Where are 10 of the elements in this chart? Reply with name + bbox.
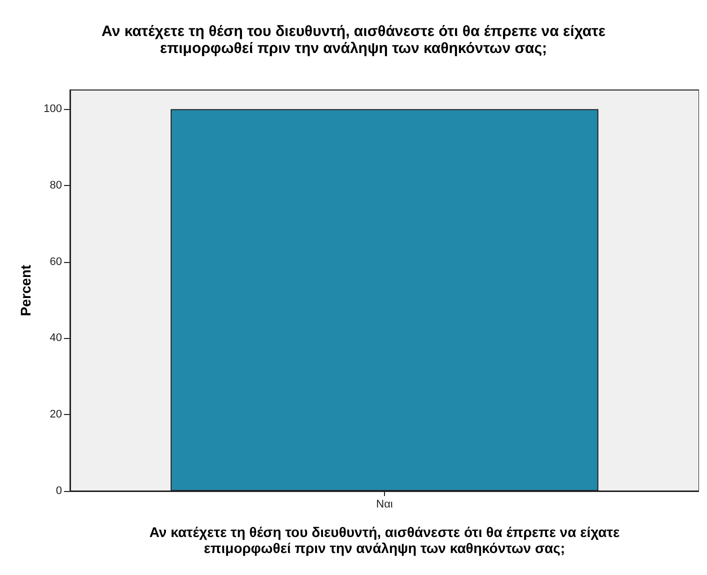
y-axis-title: Percent (18, 264, 34, 316)
y-tick-label: 100 (44, 103, 62, 116)
y-tick-label: 40 (50, 332, 62, 344)
chart-title: Αν κατέχετε τη θέση του διευθυντή, αισθάνεστε ότι θα έπρεπε να είχατε επιμορφωθεί πριν την ανάληψη των καθηκόντων σας; (102, 23, 606, 57)
y-tick-label: 60 (50, 256, 62, 268)
x-tick-label: Ναι (376, 498, 394, 510)
y-tick-label: 20 (50, 408, 62, 421)
x-axis-title: Αν κατέχετε τη θέση του διευθυντή, αισθάνεστε ότι θα έπρεπε να είχατε επιμορφωθεί πριν την ανάληψη των καθηκόντων σας; (149, 524, 620, 556)
y-tick-label: 80 (50, 179, 62, 192)
y-tick-label: 0 (56, 485, 62, 497)
